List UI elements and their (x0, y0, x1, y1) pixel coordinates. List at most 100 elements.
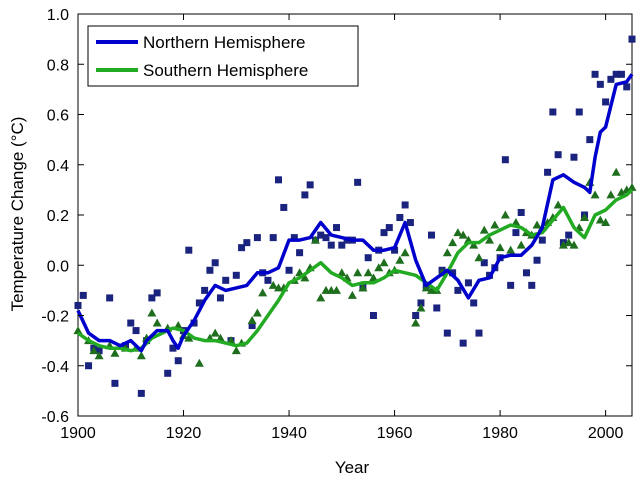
northern-data-point (617, 70, 625, 78)
southern-data-point (458, 230, 468, 239)
northern-data-point (391, 246, 399, 254)
northern-data-point (206, 266, 214, 274)
y-tick-label: -0.4 (41, 359, 69, 376)
southern-data-point (627, 182, 637, 191)
northern-data-point (195, 299, 203, 307)
southern-data-point (358, 283, 368, 292)
northern-data-point (380, 229, 388, 237)
y-tick-label: -0.6 (41, 409, 69, 426)
northern-data-point (612, 70, 620, 78)
y-tick-label: 0.2 (47, 208, 69, 225)
southern-data-point (316, 293, 326, 302)
southern-data-point (558, 240, 568, 249)
southern-data-point (453, 228, 463, 237)
northern-data-point (385, 224, 393, 232)
southern-data-point (411, 318, 421, 327)
northern-data-point (280, 203, 288, 211)
northern-data-point (586, 136, 594, 144)
northern-data-point (296, 249, 304, 257)
y-tick-label: 0.0 (47, 258, 69, 275)
northern-data-point (396, 214, 404, 222)
y-axis-title: Temperature Change (°C) (8, 117, 27, 312)
northern-data-point (338, 241, 346, 249)
southern-data-point (368, 273, 378, 282)
southern-data-point (147, 308, 157, 317)
northern-data-point (74, 301, 82, 309)
northern-series-line (76, 73, 634, 353)
northern-data-point (459, 339, 467, 347)
x-tick-label: 1940 (271, 425, 307, 442)
northern-data-point (522, 269, 530, 277)
x-axis-ticks: 1900 1920 1940 1960 1980 2000 (60, 14, 624, 442)
northern-data-point (549, 108, 557, 116)
northern-data-point (401, 201, 409, 209)
y-tick-label: -0.2 (41, 309, 69, 326)
northern-data-point (164, 369, 172, 377)
southern-data-point (564, 238, 574, 247)
northern-data-point (406, 219, 414, 227)
northern-data-point (253, 234, 261, 242)
northern-data-point (322, 234, 330, 242)
northern-data-point (148, 294, 156, 302)
northern-data-point (153, 289, 161, 297)
southern-data-point (490, 220, 500, 229)
southern-data-point (231, 346, 241, 355)
northern-data-point (596, 80, 604, 88)
northern-data-point (417, 299, 425, 307)
southern-data-point (337, 268, 347, 277)
southern-data-point (532, 220, 542, 229)
x-tick-label: 1900 (60, 425, 96, 442)
northern-data-point (301, 191, 309, 199)
southern-data-point (474, 253, 484, 262)
southern-data-point (400, 248, 410, 257)
northern-data-point (591, 70, 599, 78)
northern-data-point (106, 294, 114, 302)
northern-data-point (575, 108, 583, 116)
northern-data-point (528, 281, 536, 289)
northern-data-point (290, 234, 298, 242)
legend-label-northern: Northern Hemisphere (143, 33, 306, 52)
northern-data-point (317, 231, 325, 239)
legend-box (87, 25, 359, 87)
northern-data-point (222, 276, 230, 284)
northern-data-point (174, 357, 182, 365)
x-tick-label: 1920 (166, 425, 202, 442)
southern-data-point (353, 268, 363, 277)
southern-data-point (442, 248, 452, 257)
northern-data-point (95, 347, 103, 355)
southern-data-point (363, 268, 373, 277)
northern-data-point (269, 234, 277, 242)
x-tick-label: 1980 (482, 425, 518, 442)
southern-data-point (516, 240, 526, 249)
southern-data-point (374, 263, 384, 272)
southern-data-point (469, 240, 479, 249)
southern-data-point (184, 333, 194, 342)
northern-data-point (111, 379, 119, 387)
southern-data-point (506, 245, 516, 254)
northern-data-point (533, 256, 541, 264)
southern-data-point (595, 215, 605, 224)
northern-data-point (127, 319, 135, 327)
southern-data-point (347, 290, 357, 299)
southern-data-point (310, 235, 320, 244)
southern-data-point (110, 348, 120, 357)
southern-data-point (606, 190, 616, 199)
legend-label-southern: Southern Hemisphere (143, 61, 308, 80)
northern-data-point (327, 241, 335, 249)
northern-data-point (211, 259, 219, 267)
southern-data-point (252, 308, 262, 317)
y-tick-label: 0.4 (47, 158, 69, 175)
southern-data-point (553, 200, 563, 209)
northern-data-point (85, 362, 93, 370)
northern-data-point (354, 178, 362, 186)
southern-series-line (76, 188, 634, 353)
y-tick-label: 0.6 (47, 108, 69, 125)
northern-data-point (285, 266, 293, 274)
northern-data-point (79, 291, 87, 299)
southern-data-point (300, 273, 310, 282)
northern-data-point (201, 286, 209, 294)
x-axis-title: Year (335, 458, 370, 477)
northern-data-point (232, 271, 240, 279)
northern-data-point (428, 231, 436, 239)
northern-data-point (306, 181, 314, 189)
